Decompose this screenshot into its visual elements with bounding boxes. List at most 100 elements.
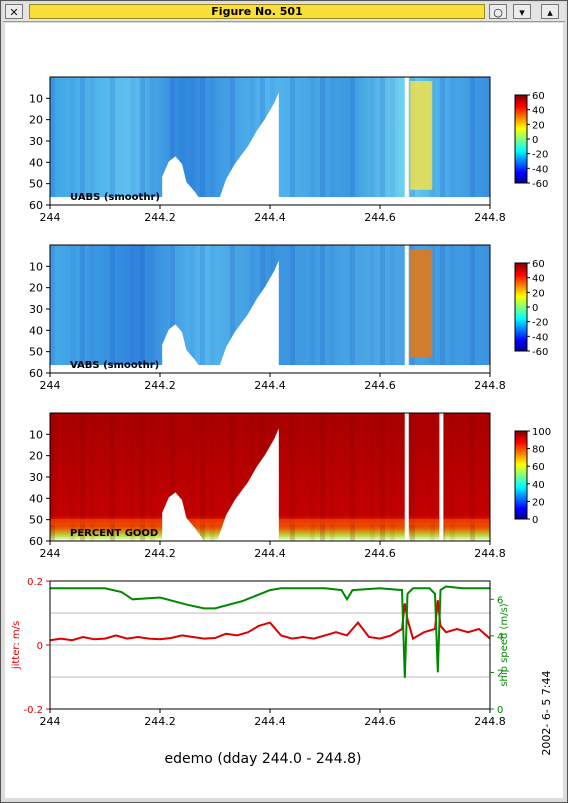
warm-band xyxy=(410,81,433,190)
heatmap-texture xyxy=(200,245,205,373)
heatmap-texture xyxy=(370,413,375,541)
x-tick-label: 244 xyxy=(40,547,61,560)
heatmap-texture xyxy=(440,245,445,373)
x-tick-label: 244 xyxy=(40,715,61,728)
heatmap-texture xyxy=(190,77,195,205)
heatmap-texture xyxy=(230,77,235,205)
warm-band xyxy=(410,249,433,358)
heatmap-texture xyxy=(90,245,95,373)
y-tick-label: 10 xyxy=(29,260,43,273)
y-tick-label: 10 xyxy=(29,92,43,105)
title-highlight: Figure No. 501 xyxy=(29,4,485,19)
y-tick-label: 40 xyxy=(29,492,43,505)
heatmap-texture xyxy=(290,245,295,373)
jitter-line xyxy=(49,600,491,642)
heatmap-texture xyxy=(70,77,75,205)
data-gap xyxy=(439,413,444,541)
heatmap-texture xyxy=(310,77,315,205)
colorbar xyxy=(514,262,528,352)
colorbar xyxy=(514,94,528,184)
colorbar-label: 20 xyxy=(532,120,545,131)
heatmap-texture xyxy=(170,245,175,373)
heatmap-texture xyxy=(380,245,385,373)
x-tick-label: 244.4 xyxy=(254,547,286,560)
heatmap-texture xyxy=(230,413,235,541)
heatmap-texture xyxy=(410,413,415,541)
heatmap-texture xyxy=(80,77,85,205)
y-tick-label: 20 xyxy=(29,282,43,295)
left-tick-label: -0.2 xyxy=(23,705,43,716)
heatmap-texture xyxy=(350,413,355,541)
heatmap-texture xyxy=(430,77,435,205)
heatmap-texture xyxy=(430,413,435,541)
y-tick-label: 50 xyxy=(29,346,43,359)
heatmap-texture xyxy=(450,77,455,205)
figure-caption: edemo (dday 244.0 - 244.8) xyxy=(165,751,362,767)
heatmap-texture xyxy=(170,77,175,205)
arrow-up-icon[interactable]: ▴ xyxy=(541,4,559,19)
heatmap-texture xyxy=(190,413,195,541)
no-data-mask xyxy=(217,92,279,205)
y-tick-label: 30 xyxy=(29,471,43,484)
x-tick-label: 244.6 xyxy=(364,715,396,728)
heatmap-texture xyxy=(210,245,215,373)
y-tick-label: 40 xyxy=(29,156,43,169)
heatmap-texture xyxy=(50,77,55,205)
close-icon[interactable]: ✕ xyxy=(5,4,23,19)
heatmap-texture xyxy=(290,413,295,541)
heatmap-texture xyxy=(200,77,205,205)
no-data-mask xyxy=(162,156,204,205)
heatmap-texture xyxy=(350,77,355,205)
heatmap-texture xyxy=(190,245,195,373)
x-tick-label: 244.2 xyxy=(144,547,176,560)
heatmap-texture xyxy=(140,245,145,373)
data-gap xyxy=(404,77,409,205)
right-axis-label: ship speed (m/s) xyxy=(499,603,510,686)
heatmap-texture xyxy=(130,245,135,373)
heatmap-texture xyxy=(50,245,55,373)
x-tick-label: 244.4 xyxy=(254,379,286,392)
x-tick-label: 244.8 xyxy=(474,547,506,560)
heatmap-texture xyxy=(110,413,115,541)
colorbar xyxy=(514,430,528,520)
heatmap-texture xyxy=(150,413,155,541)
colorbar-label: 20 xyxy=(532,288,545,299)
circle-icon[interactable]: ○ xyxy=(489,4,507,19)
heatmap-texture xyxy=(80,413,85,541)
heatmap-texture xyxy=(140,77,145,205)
colorbar-label: -40 xyxy=(532,332,548,343)
heatmap-texture xyxy=(110,245,115,373)
y-tick-label: 20 xyxy=(29,450,43,463)
heatmap-texture xyxy=(430,245,435,373)
heatmap-texture xyxy=(390,77,395,205)
colorbar-label: 40 xyxy=(532,274,545,285)
heatmap-texture xyxy=(150,245,155,373)
heatmap-texture xyxy=(320,77,325,205)
heatmap-texture xyxy=(310,413,315,541)
heatmap-texture xyxy=(290,77,295,205)
y-tick-label: 50 xyxy=(29,178,43,191)
left-tick-label: 0.2 xyxy=(27,577,43,588)
arrow-down-icon[interactable]: ▾ xyxy=(513,4,531,19)
x-tick-label: 244.8 xyxy=(474,211,506,224)
heatmap-texture xyxy=(380,413,385,541)
x-tick-label: 244.8 xyxy=(474,379,506,392)
heatmap-texture xyxy=(170,413,175,541)
colorbar-label: -40 xyxy=(532,164,548,175)
y-tick-label: 60 xyxy=(29,199,43,212)
panel-label: PERCENT GOOD xyxy=(70,528,158,539)
colorbar-label: -60 xyxy=(532,179,548,190)
left-axis-label: jitter: m/s xyxy=(11,621,22,670)
figure-canvas: 10 20 30 40 50 60 244 244.2 244.4 244.6 244.8 UABS … xyxy=(5,23,563,798)
right-tick-label: 0 xyxy=(497,705,503,716)
x-tick-label: 244.2 xyxy=(144,211,176,224)
y-tick-label: 40 xyxy=(29,324,43,337)
x-tick-label: 244 xyxy=(40,379,61,392)
colorbar-label: 60 xyxy=(532,462,545,473)
title-bar[interactable]: ✕ Figure No. 501 ○ ▾ ▴ xyxy=(3,3,565,22)
heatmap-texture xyxy=(130,413,135,541)
heatmap-texture xyxy=(370,77,375,205)
no-data-mask xyxy=(162,324,204,373)
